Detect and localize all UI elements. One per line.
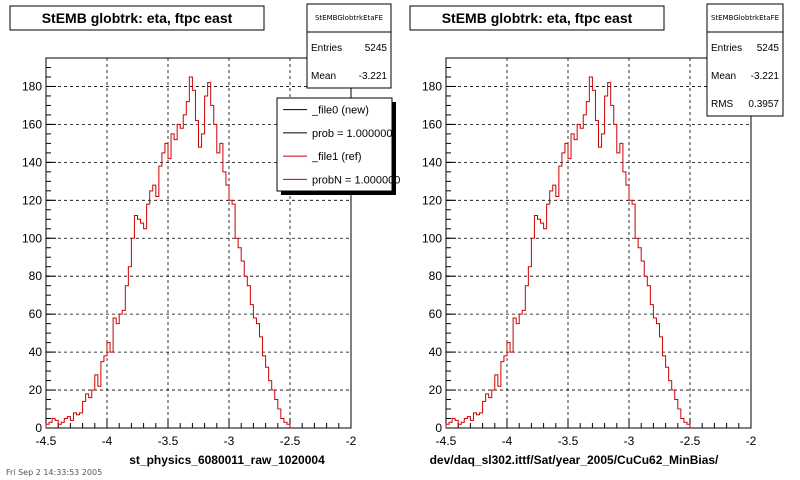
stats-row-value: -3.221 xyxy=(359,71,388,82)
footer-stamp: Fri Sep 2 14:33:53 2005 xyxy=(6,468,103,477)
legend: _file0 (new) prob = 1.000000 _file1 (ref) p… xyxy=(276,97,400,195)
title-box xyxy=(409,5,665,31)
stats-frame xyxy=(306,3,392,89)
x-tick-label: -3 xyxy=(224,434,235,448)
stats-row-label: Mean xyxy=(711,71,736,82)
stats-row-value: 5245 xyxy=(757,43,780,54)
y-tick-label: 60 xyxy=(29,307,43,321)
legend-label: _file1 (ref) xyxy=(311,151,362,163)
legend-label: probN = 1.000000 xyxy=(312,174,400,186)
x-tick-label: -4 xyxy=(502,434,513,448)
x-tick-label: -4.5 xyxy=(436,434,457,448)
y-tick-label: 120 xyxy=(22,193,42,207)
stats-row-label: Entries xyxy=(711,43,742,54)
legend-frame xyxy=(276,97,393,192)
stats-frame xyxy=(706,3,784,117)
stats-row-value: 5245 xyxy=(365,43,388,54)
title-box xyxy=(9,5,265,31)
x-axis-label: st_physics_6080011_raw_1020004 xyxy=(129,453,325,467)
y-tick-label: 100 xyxy=(22,231,42,245)
histogram-series xyxy=(445,76,691,428)
plot-frame xyxy=(445,57,752,429)
x-tick-label: -4 xyxy=(102,434,113,448)
legend-label: prob = 1.000000 xyxy=(312,128,392,140)
stats-row-value: 0.3957 xyxy=(748,99,779,110)
grid-lines xyxy=(446,58,751,428)
stats-box: StEMBGlobtrkEtaFE Entries 5245 Mean -3.221 RM… xyxy=(706,3,784,117)
legend-label: _file0 (new) xyxy=(311,105,369,117)
chart-title: StEMB globtrk: eta, ftpc east xyxy=(442,10,633,26)
x-tick-label: -3.5 xyxy=(558,434,579,448)
x-tick-label: -4.5 xyxy=(36,434,57,448)
stats-row-label: RMS xyxy=(711,99,734,110)
chart-panel-1: -4.5 -4 -3.5 -3 -2.5 -2 0 20 40 60 80 100 120 140 160 1… xyxy=(9,3,400,467)
y-tick-label: 20 xyxy=(29,383,43,397)
stats-row-value: -3.221 xyxy=(751,71,780,82)
stats-title: StEMBGlobtrkEtaFE xyxy=(315,14,383,22)
x-tick-label: -2 xyxy=(746,434,757,448)
stats-title: StEMBGlobtrkEtaFE xyxy=(711,14,779,22)
stats-box: StEMBGlobtrkEtaFE Entries 5245 Mean -3.221 xyxy=(306,3,392,89)
y-tick-label: 180 xyxy=(422,79,442,93)
y-tick-label: 100 xyxy=(422,231,442,245)
stats-row-label: Entries xyxy=(311,43,342,54)
y-tick-label: 140 xyxy=(422,155,442,169)
y-tick-label: 60 xyxy=(429,307,443,321)
stats-row-label: Mean xyxy=(311,71,336,82)
y-tick-label: 120 xyxy=(422,193,442,207)
y-tick-label: 180 xyxy=(22,79,42,93)
y-tick-label: 140 xyxy=(22,155,42,169)
x-tick-label: -3.5 xyxy=(158,434,179,448)
y-tick-label: 40 xyxy=(429,345,443,359)
histogram-series xyxy=(45,76,291,428)
y-tick-label: 0 xyxy=(435,421,442,435)
x-axis-label: dev/daq_sl302.ittf/Sat/year_2005/CuCu62_… xyxy=(430,453,719,467)
x-tick-label: -2.5 xyxy=(280,434,301,448)
y-tick-label: 80 xyxy=(29,269,43,283)
chart-panel-2: -4.5 -4 -3.5 -3 -2.5 -2 0 20 40 60 80 100 120 140 160 1… xyxy=(409,3,784,467)
chart-title: StEMB globtrk: eta, ftpc east xyxy=(42,10,233,26)
y-tick-label: 0 xyxy=(35,421,42,435)
x-tick-label: -2 xyxy=(346,434,357,448)
y-tick-label: 40 xyxy=(29,345,43,359)
x-tick-label: -2.5 xyxy=(680,434,701,448)
y-tick-label: 80 xyxy=(429,269,443,283)
y-tick-label: 160 xyxy=(422,117,442,131)
y-tick-label: 160 xyxy=(22,117,42,131)
y-tick-label: 20 xyxy=(429,383,443,397)
x-tick-label: -3 xyxy=(624,434,635,448)
